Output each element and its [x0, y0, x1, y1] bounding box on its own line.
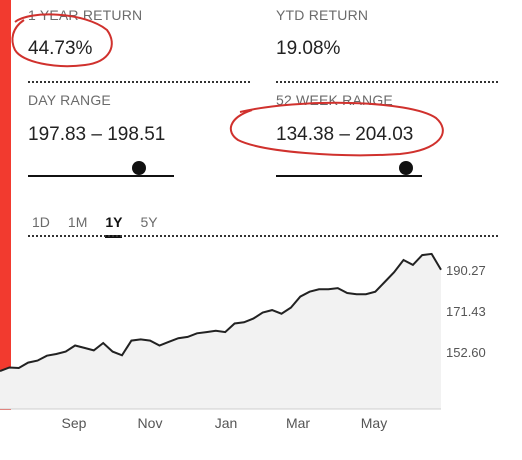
tab-1d[interactable]: 1D: [32, 214, 50, 230]
stats-divider-left: [28, 81, 250, 83]
tab-1m[interactable]: 1M: [67, 214, 88, 230]
ytd-return-value: 19.08%: [276, 38, 341, 59]
x-tick-label: Mar: [285, 415, 311, 431]
chart-top-divider: [28, 235, 498, 237]
day-range-marker: [131, 161, 146, 175]
ytd-return-label: YTD RETURN: [276, 7, 369, 23]
x-tick-label: Nov: [137, 415, 163, 431]
week52-range-track: [276, 175, 422, 177]
day-range-track: [28, 175, 174, 177]
y-tick-label: 152.60: [446, 345, 486, 360]
price-line: [0, 252, 442, 373]
x-tick-label: Jan: [214, 415, 238, 431]
y-tick-label: 190.27: [446, 263, 486, 278]
accent-side-bar: [0, 0, 11, 410]
x-tick-label: Sep: [61, 415, 87, 431]
tab-5y[interactable]: 5Y: [140, 214, 158, 230]
x-tick-label: May: [360, 415, 388, 431]
week52-range-marker: [398, 161, 413, 175]
y-tick-label: 171.43: [446, 304, 486, 319]
day-range-label: DAY RANGE: [28, 92, 111, 108]
stats-divider-right: [276, 81, 498, 83]
day-range-value: 197.83 – 198.51: [28, 124, 166, 145]
